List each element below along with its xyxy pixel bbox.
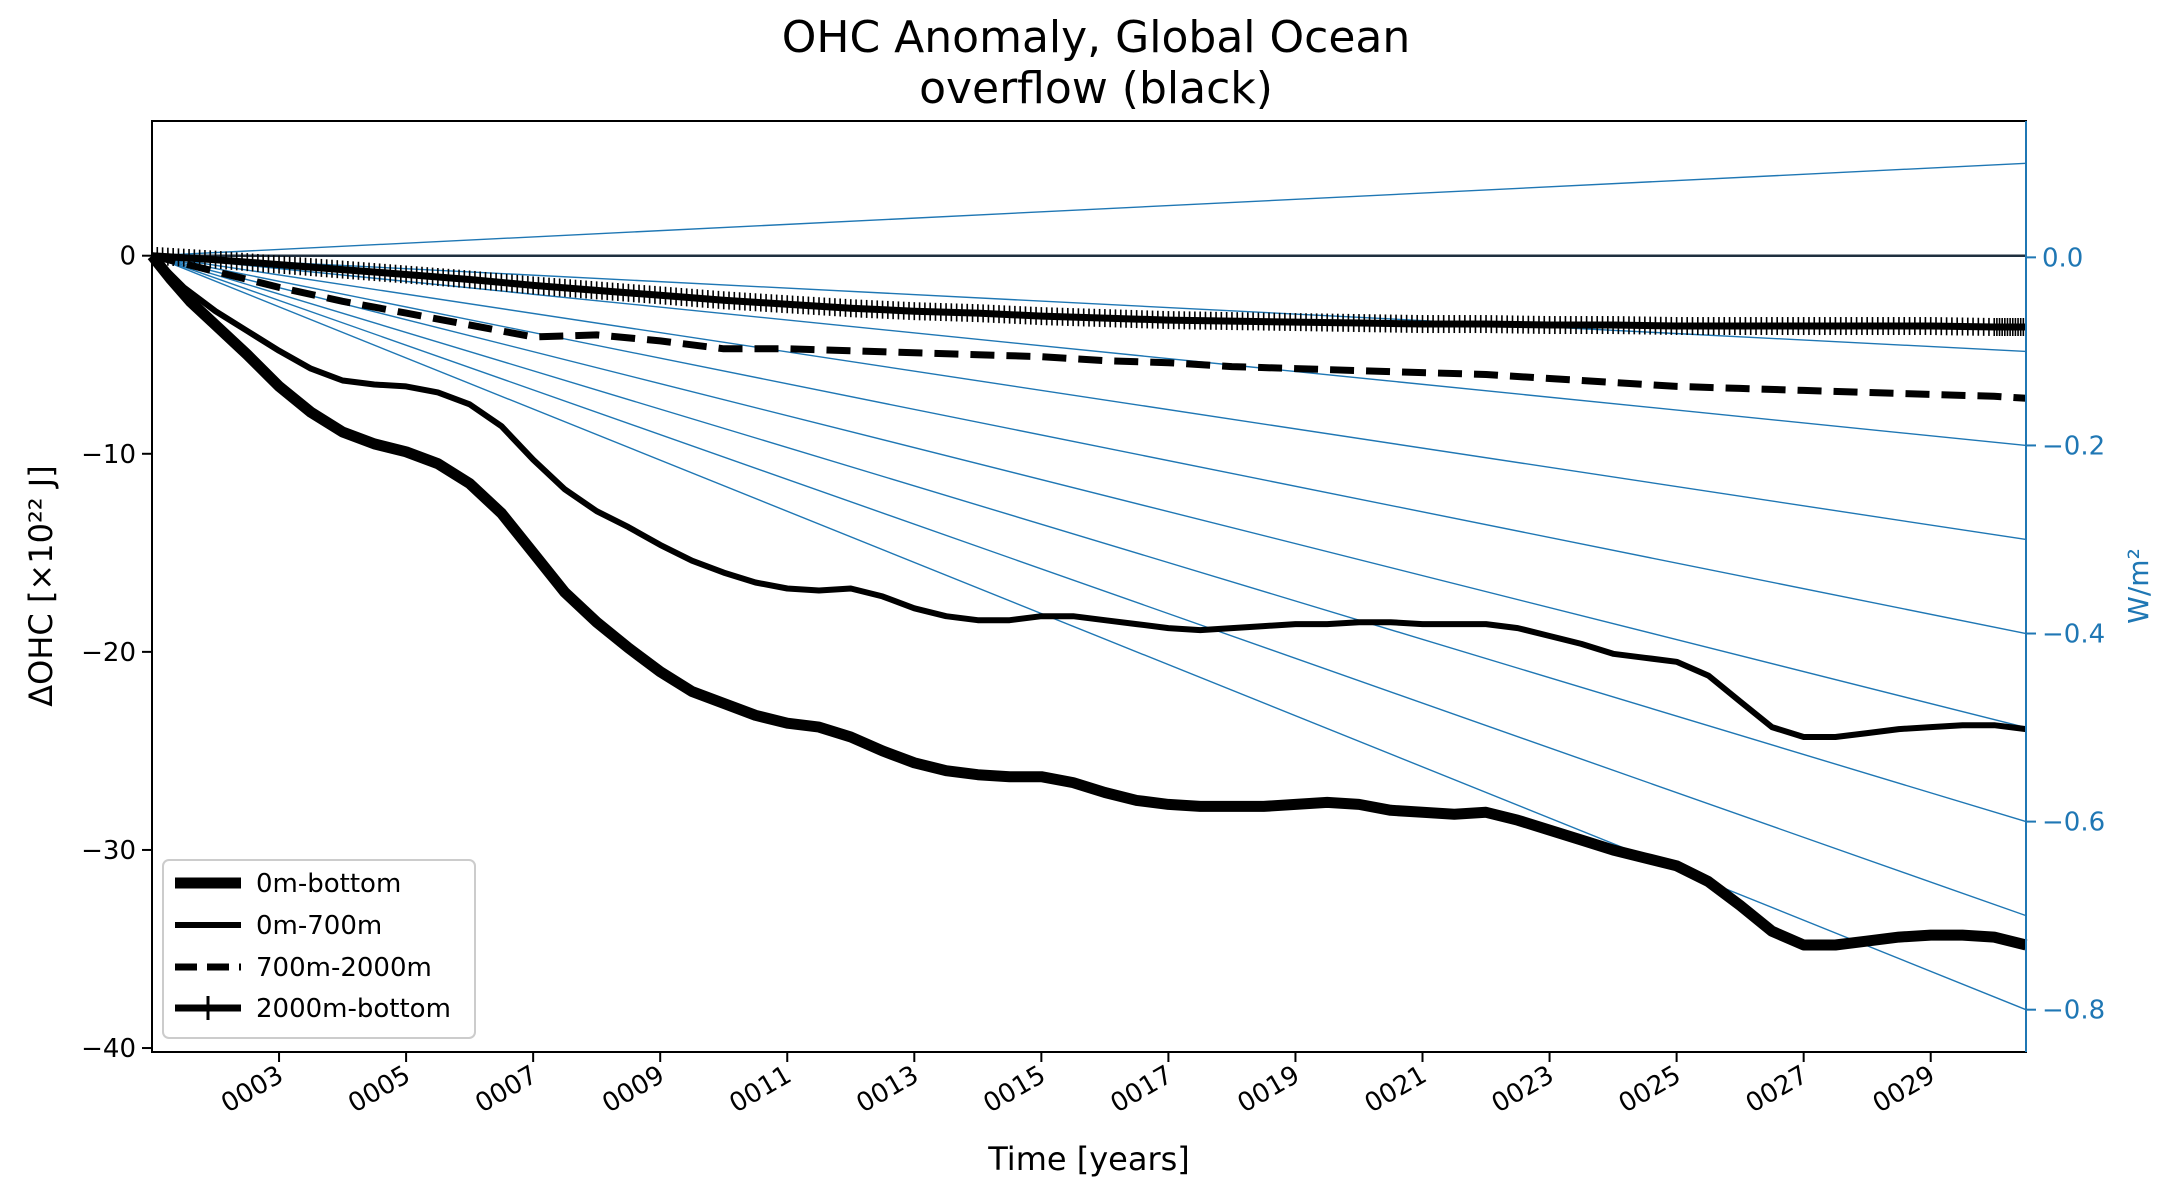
- x-tick-label: 0009: [597, 1060, 669, 1119]
- x-axis-ticks: 0003 0005 0007 0009 0011 0013 0015 0017 0019 0021…: [216, 1052, 1940, 1119]
- y-right-tick-label: 0.0: [2042, 243, 2083, 273]
- y-tick-label: −40: [81, 1034, 136, 1064]
- series-line-0m-700m: [149, 253, 2027, 740]
- y-tick-label: 0: [119, 242, 136, 272]
- y-right-axis-label: W/m²: [2122, 548, 2155, 624]
- legend-item-0m-700m: 0m-700m: [175, 911, 382, 941]
- reference-line: [151, 255, 2027, 823]
- reference-line: [151, 162, 2027, 257]
- reference-line: [151, 255, 2027, 541]
- legend-box: [162, 859, 476, 1039]
- legend: 0m-bottom 0m-700m 700m-2000m 2000m-botto…: [162, 859, 476, 1039]
- reference-line: [151, 255, 2027, 729]
- series-line-0m-bottom: [147, 252, 2028, 951]
- legend-item-700m-2000m: 700m-2000m: [175, 953, 432, 983]
- x-tick-label: 0019: [1233, 1060, 1305, 1119]
- chart-subtitle: overflow (black): [919, 63, 1273, 114]
- x-axis-label: Time [years]: [987, 1140, 1190, 1178]
- legend-label-0m-bottom: 0m-bottom: [256, 869, 401, 899]
- y-right-tick-label: −0.2: [2042, 431, 2105, 461]
- x-tick-label: 0017: [1106, 1060, 1178, 1119]
- x-tick-label: 0013: [851, 1060, 923, 1119]
- series-line-700m-2000m: [151, 252, 2027, 402]
- y-axis-label: ΔOHC [×10²² J]: [22, 465, 60, 706]
- x-tick-label: 0025: [1614, 1060, 1686, 1119]
- series-layer: [147, 246, 2028, 951]
- x-tick-label: 0027: [1741, 1060, 1813, 1119]
- legend-label-2000m-bottom: 2000m-bottom: [256, 994, 451, 1024]
- y-right-axis-ticks: 0.0 −0.2 −0.4 −0.6 −0.8: [2026, 243, 2105, 1026]
- y-axis-ticks: 0 −10 −20 −30 −40: [81, 242, 152, 1064]
- x-tick-label: 0003: [216, 1060, 288, 1119]
- x-tick-label: 0005: [343, 1060, 415, 1119]
- x-tick-label: 0015: [979, 1060, 1051, 1119]
- y-tick-label: −10: [81, 440, 136, 470]
- y-right-tick-label: −0.4: [2042, 620, 2105, 650]
- y-right-tick-label: −0.6: [2042, 808, 2105, 838]
- legend-label-700m-2000m: 700m-2000m: [256, 953, 432, 983]
- y-right-tick-label: −0.8: [2042, 996, 2105, 1026]
- x-tick-label: 0029: [1868, 1060, 1940, 1119]
- y-tick-label: −20: [81, 638, 136, 668]
- x-tick-label: 0023: [1487, 1060, 1559, 1119]
- legend-item-0m-bottom: 0m-bottom: [175, 869, 401, 899]
- legend-item-2000m-bottom: 2000m-bottom: [175, 994, 451, 1024]
- x-tick-label: 0021: [1360, 1060, 1432, 1119]
- chart-title: OHC Anomaly, Global Ocean: [782, 12, 1410, 63]
- x-tick-label: 0011: [724, 1060, 796, 1119]
- reference-line: [151, 255, 2027, 635]
- y-tick-label: −30: [81, 836, 136, 866]
- legend-label-0m-700m: 0m-700m: [256, 911, 382, 941]
- x-tick-label: 0007: [470, 1060, 542, 1119]
- reference-line: [151, 255, 2027, 917]
- title-block: OHC Anomaly, Global Ocean overflow (blac…: [782, 12, 1410, 114]
